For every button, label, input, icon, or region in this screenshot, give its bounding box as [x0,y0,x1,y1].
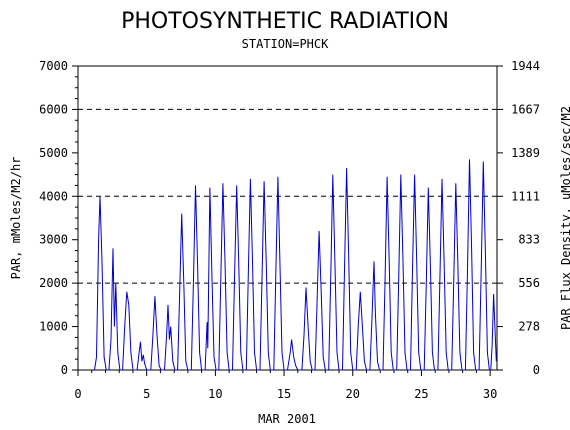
y-tick-label: 5000 [39,146,68,160]
x-tick-label: 15 [277,387,291,401]
plot-area [77,65,498,371]
x-tick-label: 0 [74,387,81,401]
y-tick-label: 3000 [39,233,68,247]
y-axis-right: 0 278 556 833 1111 1389 1667 1944 [497,59,540,377]
chart-title: PHOTOSYNTHETIC RADIATION [121,9,449,34]
y-tick-label: 1000 [39,320,68,334]
y-tick-label: 6000 [39,102,68,116]
reference-lines [78,108,497,284]
par-series-line [94,159,497,371]
y-axis-left: 0 1000 2000 3000 4000 5000 6000 7000 [39,59,78,377]
y-axis-label: PAR, mMoles/M2/hr [9,157,23,280]
x-tick-label: 25 [414,387,428,401]
x-tick-label: 30 [483,387,497,401]
x-tick-label: 20 [346,387,360,401]
x-axis-label: MAR 2001 [258,412,316,426]
y2-tick-label: 1944 [511,59,540,73]
y-tick-label: 4000 [39,189,68,203]
y2-tick-label: 833 [518,233,540,247]
data-series [94,159,497,371]
y2-axis-label: PAR Flux Density, uMoles/sec/M2 [559,106,570,330]
chart-subtitle: STATION=PHCK [242,37,329,51]
y2-tick-label: 0 [533,363,540,377]
y2-tick-label: 556 [518,276,540,290]
y2-tick-label: 1667 [511,102,540,116]
x-tick-label: 10 [208,387,222,401]
x-tick-label: 5 [143,387,150,401]
y-tick-label: 2000 [39,276,68,290]
y2-tick-label: 278 [518,320,540,334]
y2-tick-label: 1389 [511,146,540,160]
x-axis: 0 5 10 15 20 25 30 [74,370,497,401]
y-tick-label: 0 [61,363,68,377]
y2-tick-label: 1111 [511,189,540,203]
plot-frame [77,65,498,371]
y-tick-label: 7000 [39,59,68,73]
